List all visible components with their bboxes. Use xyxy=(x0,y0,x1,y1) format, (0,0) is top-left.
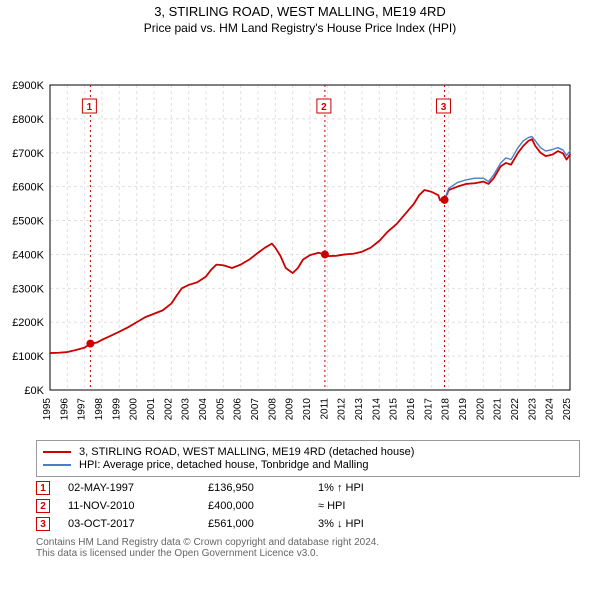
x-axis-label: 2021 xyxy=(493,398,504,421)
x-axis-label: 2011 xyxy=(319,398,330,420)
sale-hpi: 3% ↓ HPI xyxy=(318,518,364,530)
legend-label: 3, STIRLING ROAD, WEST MALLING, ME19 4RD… xyxy=(79,446,414,458)
price-chart: £0K £100K £200K £300K £400K £500K £600K £700K £8… xyxy=(0,35,600,440)
y-axis-label: £600K xyxy=(12,182,44,194)
x-axis-label: 2016 xyxy=(406,398,417,421)
sale-date: 02-MAY-1997 xyxy=(68,482,208,494)
attribution-line2: This data is licensed under the Open Gov… xyxy=(36,548,580,559)
attribution-line1: Contains HM Land Registry data © Crown c… xyxy=(36,537,580,548)
x-axis-label: 1996 xyxy=(59,398,70,421)
x-axis-label: 2015 xyxy=(389,398,400,421)
x-axis-label: 2005 xyxy=(215,398,226,421)
x-axis-label: 2002 xyxy=(163,398,174,421)
legend-label: HPI: Average price, detached house, Tonb… xyxy=(79,459,368,471)
chart-title-sub: Price paid vs. HM Land Registry's House … xyxy=(0,21,600,35)
sale-point xyxy=(86,340,94,348)
sale-row-marker: 2 xyxy=(36,499,50,513)
sale-row: 1 02-MAY-1997£136,9501% ↑ HPI xyxy=(36,481,580,495)
legend-swatch xyxy=(43,464,71,466)
sale-price: £561,000 xyxy=(208,518,318,530)
x-axis-label: 2000 xyxy=(129,398,140,421)
y-axis-label: £700K xyxy=(12,148,44,160)
sale-hpi: ≈ HPI xyxy=(318,500,345,512)
x-axis-label: 2020 xyxy=(475,398,486,421)
x-axis-label: 2006 xyxy=(233,398,244,421)
y-axis-label: £800K xyxy=(12,114,44,126)
x-axis-label: 2008 xyxy=(267,398,278,421)
x-axis-label: 2022 xyxy=(510,398,521,421)
sale-price: £400,000 xyxy=(208,500,318,512)
y-axis-label: £900K xyxy=(12,80,44,92)
legend-swatch xyxy=(43,451,71,453)
y-axis-label: £200K xyxy=(12,317,44,329)
sale-row-marker: 1 xyxy=(36,481,50,495)
x-axis-label: 2013 xyxy=(354,398,365,421)
sale-marker-number: 2 xyxy=(321,102,327,113)
y-axis-label: £300K xyxy=(12,283,44,295)
x-axis-label: 2024 xyxy=(545,398,556,421)
sale-price: £136,950 xyxy=(208,482,318,494)
x-axis-label: 1999 xyxy=(111,398,122,421)
x-axis-label: 2014 xyxy=(371,398,382,421)
sale-row: 2 11-NOV-2010£400,000≈ HPI xyxy=(36,499,580,513)
x-axis-label: 2001 xyxy=(146,398,157,421)
attribution: Contains HM Land Registry data © Crown c… xyxy=(36,537,580,559)
legend: 3, STIRLING ROAD, WEST MALLING, ME19 4RD… xyxy=(36,440,580,477)
x-axis-label: 2007 xyxy=(250,398,261,421)
x-axis-label: 1997 xyxy=(77,398,88,421)
x-axis-label: 1998 xyxy=(94,398,105,421)
sale-marker-number: 3 xyxy=(441,102,447,113)
sale-row: 3 03-OCT-2017£561,0003% ↓ HPI xyxy=(36,517,580,531)
x-axis-label: 2025 xyxy=(562,398,573,421)
sale-date: 03-OCT-2017 xyxy=(68,518,208,530)
legend-item: HPI: Average price, detached house, Tonb… xyxy=(43,459,573,471)
sales-table: 1 02-MAY-1997£136,9501% ↑ HPI 2 11-NOV-2010… xyxy=(36,481,580,531)
x-axis-label: 2010 xyxy=(302,398,313,421)
x-axis-label: 2018 xyxy=(441,398,452,421)
sale-date: 11-NOV-2010 xyxy=(68,500,208,512)
chart-title-main: 3, STIRLING ROAD, WEST MALLING, ME19 4RD xyxy=(0,4,600,19)
sale-row-marker: 3 xyxy=(36,517,50,531)
x-axis-label: 1995 xyxy=(42,398,53,421)
y-axis-label: £400K xyxy=(12,249,44,261)
x-axis-label: 2017 xyxy=(423,398,434,421)
sale-point xyxy=(321,250,329,258)
y-axis-label: £500K xyxy=(12,216,44,228)
x-axis-label: 2003 xyxy=(181,398,192,421)
y-axis-label: £0K xyxy=(24,385,44,397)
x-axis-label: 2004 xyxy=(198,398,209,421)
x-axis-label: 2009 xyxy=(285,398,296,421)
legend-item: 3, STIRLING ROAD, WEST MALLING, ME19 4RD… xyxy=(43,446,573,458)
sale-marker-number: 1 xyxy=(87,102,93,113)
y-axis-label: £100K xyxy=(12,351,44,363)
x-axis-label: 2012 xyxy=(337,398,348,421)
x-axis-label: 2023 xyxy=(527,398,538,421)
x-axis-label: 2019 xyxy=(458,398,469,421)
sale-point xyxy=(441,196,449,204)
sale-hpi: 1% ↑ HPI xyxy=(318,482,364,494)
